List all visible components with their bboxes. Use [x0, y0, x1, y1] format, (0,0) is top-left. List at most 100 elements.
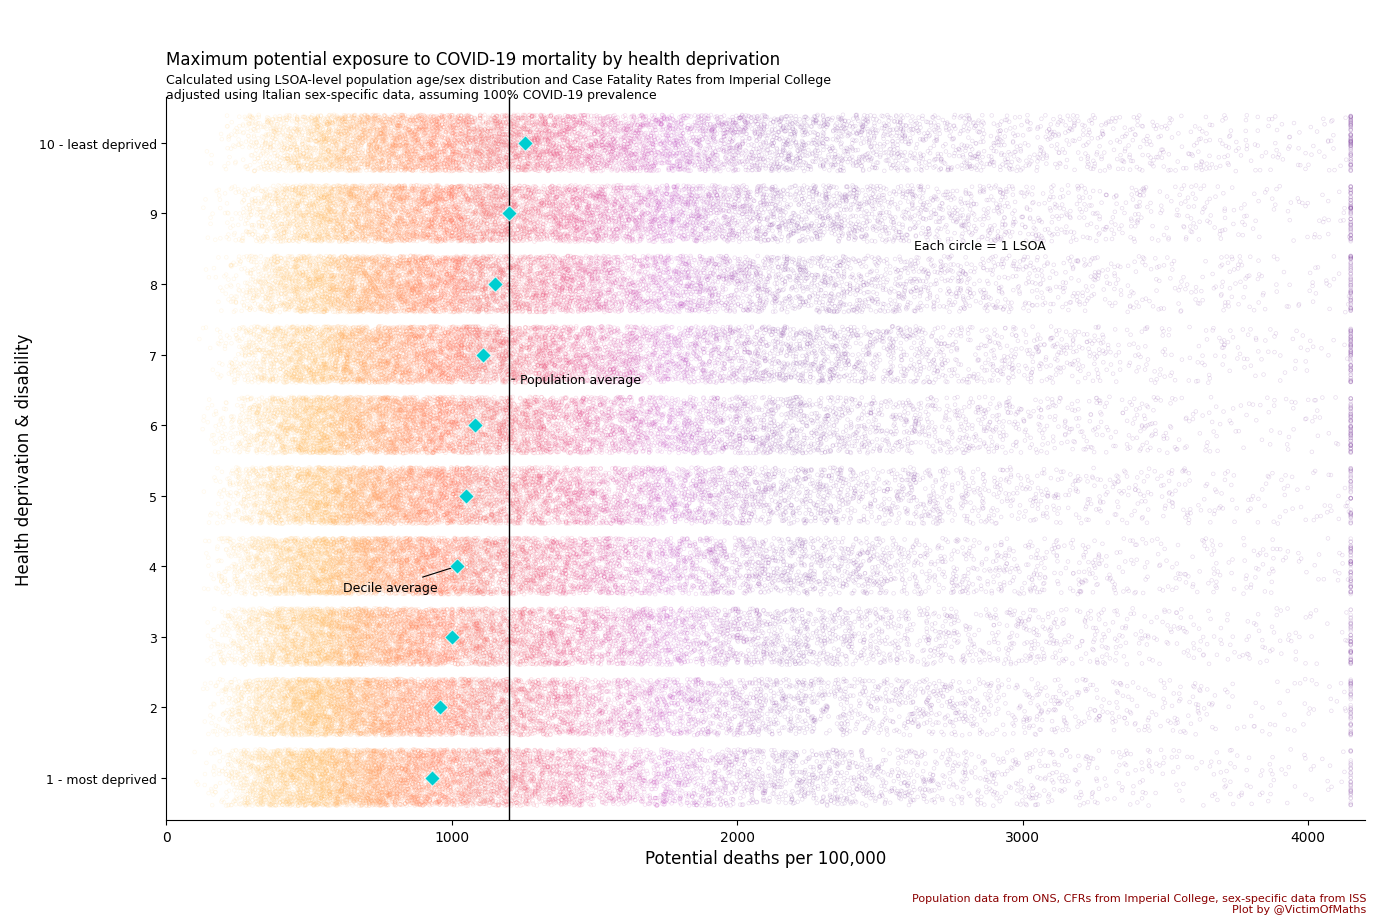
Point	[582, 700, 604, 715]
Point	[821, 391, 843, 406]
Point	[259, 698, 282, 712]
Point	[382, 656, 404, 671]
Point	[334, 788, 356, 802]
Point	[411, 267, 433, 282]
Point	[400, 324, 422, 339]
Point	[313, 180, 335, 195]
Point	[465, 531, 487, 546]
Point	[400, 484, 422, 499]
Point	[520, 443, 542, 458]
Point	[778, 643, 800, 658]
Point	[932, 688, 954, 703]
Point	[720, 413, 742, 427]
Point	[458, 688, 480, 703]
Point	[275, 376, 297, 391]
Point	[571, 543, 593, 558]
Point	[276, 701, 298, 716]
Point	[339, 119, 362, 134]
Point	[348, 263, 370, 278]
Point	[306, 573, 328, 588]
Point	[203, 698, 225, 712]
Point	[322, 697, 344, 711]
Point	[404, 153, 426, 168]
Point	[373, 132, 395, 147]
Point	[977, 193, 999, 208]
Point	[1340, 223, 1362, 238]
Point	[658, 132, 680, 147]
Point	[468, 325, 490, 340]
Point	[742, 110, 765, 125]
Point	[698, 569, 720, 584]
Point	[656, 187, 678, 201]
Point	[377, 471, 399, 485]
Point	[284, 690, 306, 705]
Point	[395, 553, 417, 568]
Point	[357, 494, 380, 509]
Point	[949, 211, 972, 226]
Point	[337, 413, 359, 427]
Point	[770, 438, 792, 453]
Point	[444, 328, 466, 343]
Point	[483, 343, 505, 357]
Point	[595, 617, 617, 631]
Point	[620, 394, 642, 409]
Point	[317, 186, 339, 200]
Point	[1340, 419, 1362, 434]
Point	[715, 675, 737, 690]
Point	[396, 228, 418, 243]
Point	[364, 703, 386, 718]
Point	[294, 750, 316, 765]
Point	[566, 614, 588, 629]
Point	[266, 127, 288, 142]
Point	[337, 743, 359, 757]
Point	[860, 758, 882, 773]
Point	[516, 490, 538, 505]
Point	[319, 511, 341, 526]
Point	[333, 688, 355, 703]
Point	[417, 693, 439, 708]
Point	[338, 675, 360, 689]
Point	[388, 157, 410, 172]
Point	[410, 462, 432, 477]
Point	[338, 685, 360, 699]
Point	[408, 643, 431, 658]
Point	[563, 258, 585, 273]
Point	[1014, 260, 1036, 275]
Point	[810, 766, 832, 780]
Point	[955, 144, 977, 159]
Point	[1340, 303, 1362, 318]
Point	[795, 489, 817, 504]
Point	[431, 492, 453, 506]
Point	[716, 348, 738, 363]
Point	[578, 207, 600, 221]
Point	[392, 376, 414, 391]
Point	[582, 563, 604, 578]
Point	[720, 426, 742, 441]
Point	[337, 165, 359, 179]
Point	[396, 153, 418, 167]
Point	[684, 478, 707, 493]
Point	[391, 360, 413, 375]
Point	[524, 475, 546, 490]
Point	[380, 328, 402, 343]
Point	[520, 132, 542, 147]
Point	[991, 331, 1013, 346]
Point	[254, 403, 276, 417]
Point	[225, 328, 247, 343]
Point	[364, 747, 386, 762]
Point	[286, 625, 308, 640]
Point	[341, 630, 363, 644]
Point	[551, 543, 573, 558]
Point	[277, 702, 299, 717]
Point	[476, 767, 498, 782]
Point	[571, 548, 593, 562]
Point	[508, 674, 530, 688]
Point	[1063, 231, 1085, 245]
Point	[1097, 424, 1119, 438]
Point	[897, 406, 919, 421]
Point	[400, 637, 422, 652]
Point	[516, 433, 538, 448]
Point	[896, 414, 918, 429]
Point	[535, 701, 558, 716]
Point	[570, 781, 592, 796]
